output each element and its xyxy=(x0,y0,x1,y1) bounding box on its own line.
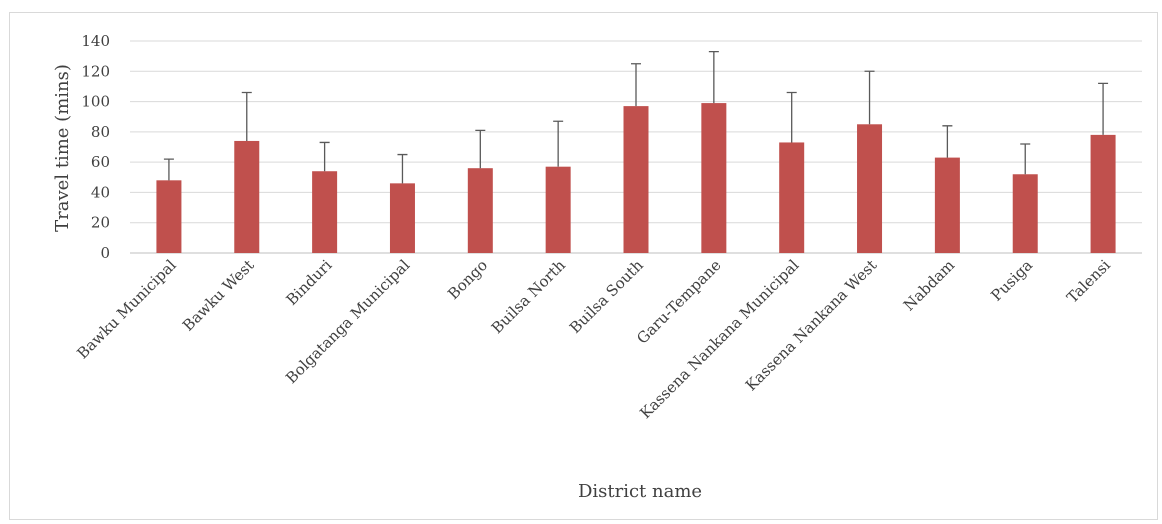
bar xyxy=(545,166,571,253)
error-bar xyxy=(163,158,174,181)
y-tick-label: 120 xyxy=(81,62,110,80)
error-bar xyxy=(942,125,953,158)
bar xyxy=(779,142,805,253)
x-tick-label: Builsa North xyxy=(488,256,569,337)
x-tick-label: Pusiga xyxy=(987,256,1036,305)
bars xyxy=(156,103,1116,254)
error-bar xyxy=(241,91,252,141)
x-axis-title: District name xyxy=(578,481,702,502)
bar xyxy=(701,103,727,253)
chart-frame xyxy=(9,12,1158,520)
bar xyxy=(1090,134,1116,253)
y-tick-label: 80 xyxy=(91,123,110,141)
y-tick-label: 40 xyxy=(91,183,110,201)
x-tick-labels: Bawku Municipal Bawku West BinduriBolgatan… xyxy=(73,256,1114,422)
error-bars xyxy=(163,50,1109,184)
x-tick-label: Talensi xyxy=(1063,256,1114,307)
y-tick-label: 100 xyxy=(81,93,110,111)
bar xyxy=(623,106,649,253)
error-bar xyxy=(397,153,408,184)
x-tick-label: Bawku Municipal xyxy=(73,256,179,362)
error-bar xyxy=(475,129,486,169)
error-bar xyxy=(319,141,330,172)
bar xyxy=(857,124,883,254)
bar xyxy=(389,183,415,253)
x-tick-label: Builsa South xyxy=(566,256,647,337)
bar xyxy=(312,171,338,253)
y-tick-label: 0 xyxy=(100,244,110,262)
bar xyxy=(934,157,960,253)
bar xyxy=(156,180,182,253)
y-axis-title: Travel time (mins) xyxy=(52,64,73,232)
bar xyxy=(467,168,493,253)
x-tick-label: Kassena Nankana Municipal xyxy=(636,256,802,422)
x-tick-label: Bawku West xyxy=(179,256,258,335)
bar xyxy=(1012,174,1038,253)
error-bar xyxy=(631,63,641,107)
y-tick-labels: 0 20 40 60 80 100 120 140 xyxy=(81,32,110,262)
y-tick-label: 60 xyxy=(91,153,110,171)
error-bar xyxy=(553,120,564,167)
x-tick-label: Binduri xyxy=(283,256,336,309)
y-tick-label: 20 xyxy=(91,214,110,232)
error-bar xyxy=(864,70,875,125)
x-tick-label: Kassena Nankana West xyxy=(742,256,880,394)
error-bar xyxy=(786,91,797,143)
error-bar xyxy=(708,50,719,104)
x-tick-label: Bongo xyxy=(444,256,491,303)
error-bar xyxy=(1020,143,1031,175)
error-bar xyxy=(1098,82,1109,135)
bar xyxy=(234,140,260,253)
x-tick-label: Nabdam xyxy=(900,256,958,314)
y-tick-label: 140 xyxy=(81,32,110,50)
